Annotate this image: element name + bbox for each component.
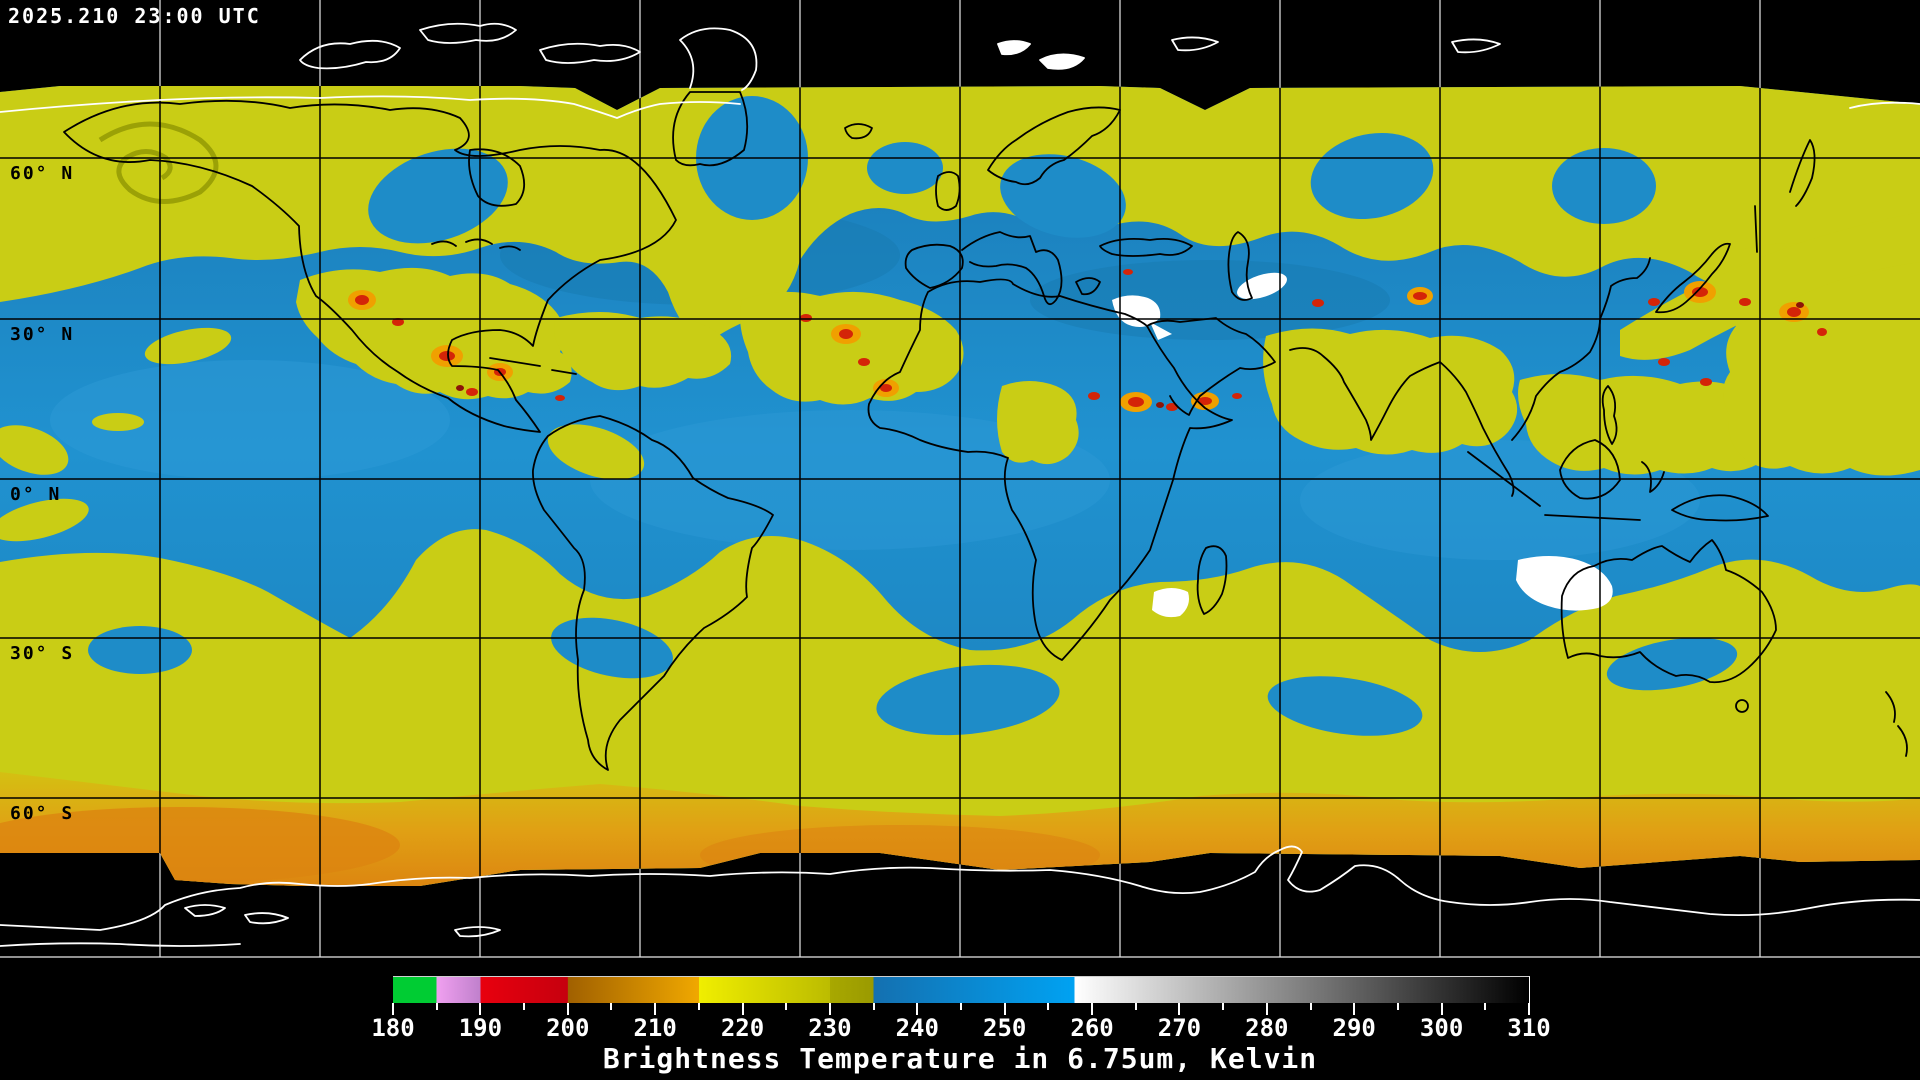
lat-label: 60° S — [10, 803, 75, 824]
colorbar-tick-label: 270 — [1157, 1014, 1202, 1042]
colorbar-major-tick — [654, 1003, 657, 1015]
coastlines — [63, 91, 1908, 771]
lat-label: 0° N — [10, 484, 62, 505]
colorbar-minor-tick — [1484, 1003, 1487, 1010]
colorbar-major-tick — [392, 1003, 394, 1015]
colorbar-tick-label: 180 — [371, 1014, 415, 1042]
lat-label: 60° N — [10, 163, 75, 184]
colorbar-major-tick — [1353, 1003, 1356, 1015]
lat-label: 30° S — [10, 643, 75, 664]
colorbar-major-tick — [1528, 1003, 1530, 1015]
colorbar-minor-tick — [960, 1003, 962, 1010]
colorbar-minor-tick — [610, 1003, 613, 1010]
colorbar-minor-tick — [523, 1003, 526, 1010]
colorbar-tick-label: 310 — [1507, 1014, 1551, 1042]
colorbar-major-tick — [1440, 1003, 1443, 1015]
lat-label: 30° N — [10, 324, 75, 345]
colorbar-minor-tick — [697, 1003, 700, 1010]
colorbar-minor-tick — [1396, 1003, 1399, 1010]
colorbar-minor-tick — [1309, 1003, 1312, 1010]
colorbar — [393, 976, 1530, 1003]
colorbar-tick-label: 300 — [1419, 1014, 1464, 1042]
colorbar-tick-label: 260 — [1070, 1014, 1114, 1042]
colorbar-tick-label: 230 — [808, 1014, 852, 1042]
colorbar-major-tick — [828, 1003, 831, 1015]
colorbar-tick-label: 290 — [1332, 1014, 1376, 1042]
colorbar-caption: Brightness Temperature in 6.75um, Kelvin — [602, 1042, 1318, 1075]
colorbar-major-tick — [479, 1003, 482, 1015]
colorbar-major-tick — [1178, 1003, 1181, 1015]
colorbar-minor-tick — [1134, 1003, 1137, 1010]
colorbar-major-tick — [566, 1003, 569, 1015]
colorbar-tick-label: 200 — [546, 1014, 590, 1042]
colorbar-major-tick — [916, 1003, 919, 1015]
graticule-data-vertical — [159, 86, 1761, 886]
polar-coastlines — [0, 22, 1920, 947]
colorbar-minor-tick — [1222, 1003, 1225, 1010]
colorbar-major-tick — [741, 1003, 744, 1015]
satellite-data-layer — [0, 86, 1920, 886]
colorbar-tick-label: 190 — [458, 1014, 503, 1042]
colorbar-tick-label: 220 — [720, 1014, 765, 1042]
colorbar-major-tick — [1003, 1003, 1006, 1015]
colorbar-minor-tick — [872, 1003, 875, 1010]
colorbar-tick-label: 240 — [895, 1014, 939, 1042]
colorbar-minor-tick — [435, 1003, 438, 1010]
colorbar-minor-tick — [1047, 1003, 1050, 1010]
colorbar-tick-label: 210 — [633, 1014, 677, 1042]
colorbar-major-tick — [1091, 1003, 1094, 1015]
colorbar-tick-label: 250 — [983, 1014, 1027, 1042]
colorbar-tick-label: 280 — [1245, 1014, 1289, 1042]
colorbar-minor-tick — [785, 1003, 788, 1010]
colorbar-major-tick — [1265, 1003, 1268, 1015]
timestamp: 2025.210 23:00 UTC — [8, 4, 261, 28]
